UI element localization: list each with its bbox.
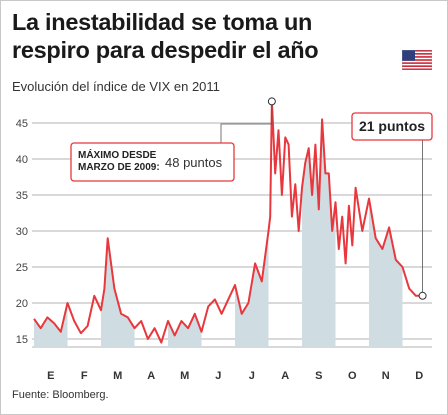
y-tick-label: 40	[16, 154, 28, 166]
month-label: A	[281, 370, 289, 382]
month-label: M	[113, 370, 122, 382]
y-tick-label: 15	[16, 334, 28, 346]
flag-stripe	[402, 68, 432, 70]
month-band	[101, 101, 135, 347]
month-band	[34, 101, 68, 347]
flag-canton	[402, 50, 415, 61]
max-callout-label: MÁXIMO DESDE	[78, 148, 157, 161]
y-tick-label: 45	[16, 118, 28, 130]
y-tick-label: 20	[16, 298, 28, 310]
last-callout-label: 21 puntos	[359, 118, 425, 134]
month-label: J	[215, 370, 221, 382]
chart-title: La inestabilidad se toma un respiro para…	[12, 9, 319, 63]
max-callout-value: 48 puntos	[165, 155, 223, 170]
month-band	[168, 101, 202, 347]
max-callout-label: MARZO DE 2009:	[78, 162, 160, 173]
series-layer	[33, 100, 423, 344]
flag-stripe	[402, 59, 432, 61]
max-point-marker	[267, 97, 276, 106]
month-label: F	[81, 370, 88, 382]
us-flag-icon	[402, 50, 432, 70]
month-label: D	[415, 370, 423, 382]
last-point-marker	[418, 291, 427, 300]
flag-stripe	[402, 65, 432, 67]
series-line-vix	[33, 100, 423, 344]
month-label: E	[47, 370, 54, 382]
month-label: O	[348, 370, 357, 382]
month-label: M	[180, 370, 189, 382]
y-tick-label: 35	[16, 190, 28, 202]
month-band	[302, 101, 336, 347]
max-leader-line	[220, 101, 273, 143]
source-note: Fuente: Bloomberg.	[12, 389, 109, 401]
y-tick-label: 25	[16, 262, 28, 274]
flag-stripe	[402, 56, 432, 58]
flag-stripe	[402, 53, 432, 55]
y-tick-labels: 15 20 25 30 35 40 45	[16, 118, 28, 346]
y-tick-label: 30	[16, 226, 28, 238]
month-label: A	[147, 370, 155, 382]
chart-subtitle: Evolución del índice de VIX en 2011	[12, 79, 220, 94]
last-callout-box	[351, 112, 433, 141]
flag-stripe	[402, 50, 432, 52]
max-callout-box	[70, 142, 235, 182]
month-label: S	[315, 370, 322, 382]
month-label: N	[382, 370, 390, 382]
month-label: J	[249, 370, 255, 382]
flag-stripe	[402, 62, 432, 64]
